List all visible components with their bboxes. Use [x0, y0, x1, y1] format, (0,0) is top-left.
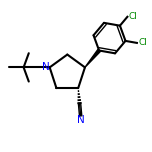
Text: N: N: [77, 115, 85, 125]
Text: N: N: [42, 62, 50, 72]
Polygon shape: [85, 50, 100, 67]
Text: Cl: Cl: [138, 38, 147, 47]
Text: Cl: Cl: [129, 12, 138, 21]
